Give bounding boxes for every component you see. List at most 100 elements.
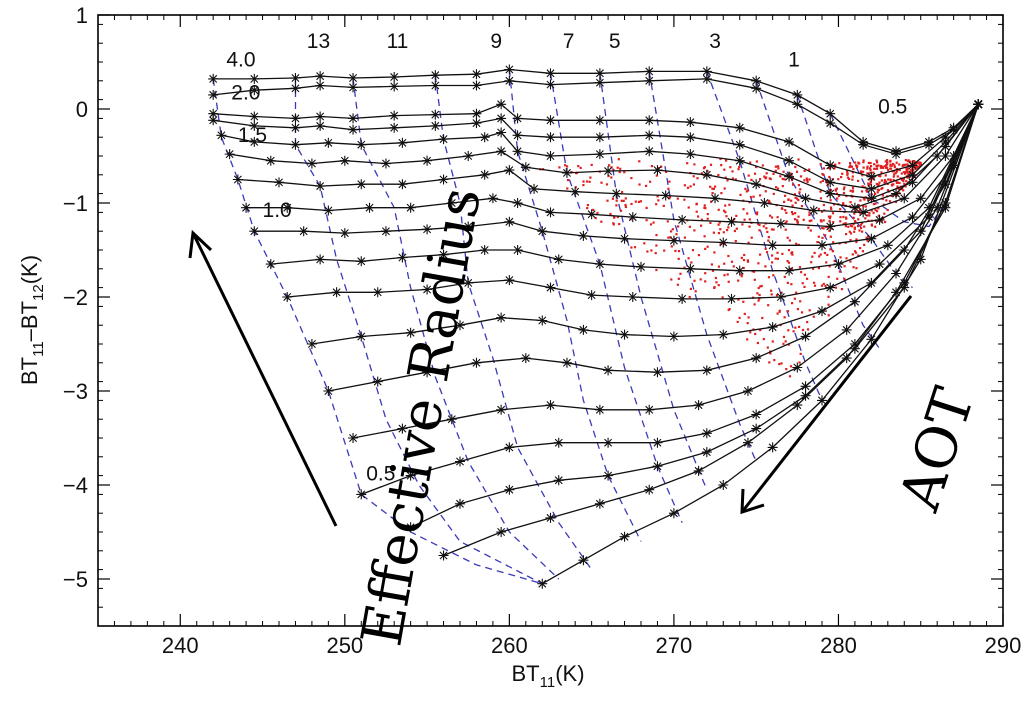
observation-point [679, 272, 682, 275]
star-marker [208, 115, 219, 126]
observation-point [828, 265, 831, 268]
star-marker [603, 166, 614, 177]
observation-point [793, 193, 796, 196]
star-marker [800, 381, 811, 392]
observation-point [733, 229, 736, 233]
observation-point [745, 190, 748, 193]
observation-point [630, 177, 633, 180]
observation-point [786, 236, 789, 239]
observation-point [737, 168, 740, 171]
observation-point [683, 198, 686, 201]
star-marker [866, 334, 877, 345]
observation-point [787, 198, 790, 201]
observation-point [827, 166, 830, 170]
star-marker [520, 353, 531, 364]
star-marker [578, 555, 589, 566]
observation-point [880, 171, 883, 174]
observation-point [849, 232, 853, 235]
observation-point [622, 199, 625, 202]
observation-point [778, 363, 781, 366]
observation-point [791, 204, 794, 207]
observation-point [869, 165, 873, 168]
observation-point [586, 204, 589, 207]
observation-point [765, 172, 768, 175]
observation-point [666, 220, 669, 223]
star-marker [422, 224, 433, 235]
observation-point [764, 247, 767, 250]
star-marker [767, 442, 778, 453]
observation-point [734, 178, 737, 181]
star-marker [915, 226, 926, 237]
observation-point [649, 223, 653, 226]
observation-point [865, 236, 868, 239]
observation-point [874, 192, 877, 195]
observation-point [776, 216, 779, 219]
star-marker [479, 245, 490, 255]
star-marker [866, 193, 877, 204]
observation-point [877, 189, 880, 192]
observation-point [871, 177, 874, 180]
star-marker [545, 132, 556, 143]
observation-point [793, 297, 796, 300]
observation-point [854, 220, 857, 224]
observation-point [872, 211, 875, 214]
star-marker [866, 171, 877, 182]
observation-point [824, 234, 827, 237]
observation-point [884, 160, 887, 163]
observation-point [776, 251, 779, 254]
observation-point [689, 287, 692, 290]
observation-point [907, 176, 910, 179]
observation-point [822, 203, 825, 207]
observation-point [781, 252, 784, 255]
star-marker [586, 209, 597, 220]
observation-point [746, 259, 749, 262]
observation-point [819, 190, 822, 193]
aot-curve [410, 104, 979, 528]
star-marker [899, 245, 910, 255]
star-marker [463, 277, 474, 288]
star-marker [405, 327, 416, 338]
observation-point [772, 172, 775, 175]
observation-point [874, 202, 877, 205]
observation-point [727, 254, 730, 258]
observation-point [624, 203, 627, 207]
observation-point [839, 216, 842, 219]
observation-point [789, 172, 792, 175]
observation-point [747, 241, 750, 244]
observation-point [875, 159, 878, 162]
observation-point [734, 240, 737, 243]
radius-value-label: 11 [387, 30, 409, 53]
observation-point [600, 220, 603, 223]
observation-point [655, 244, 658, 247]
observation-point [870, 209, 873, 212]
star-marker [306, 339, 317, 349]
observation-point [778, 310, 781, 313]
observation-point [558, 166, 561, 169]
observation-point [893, 166, 896, 169]
observation-point [886, 189, 890, 192]
star-marker [619, 233, 630, 244]
observation-point [720, 164, 723, 167]
star-marker [742, 437, 753, 448]
star-marker [290, 83, 301, 94]
star-marker [742, 386, 753, 396]
observation-point [693, 279, 696, 282]
observation-point [849, 162, 852, 165]
observation-point [854, 161, 857, 164]
radius-value-label: 1 [788, 49, 800, 72]
star-marker [718, 480, 729, 490]
observation-point [709, 185, 712, 188]
observation-point [785, 368, 788, 371]
observation-point [819, 163, 822, 166]
observation-point [782, 335, 786, 338]
observation-point [737, 279, 740, 282]
star-marker [504, 75, 515, 86]
observation-point [606, 199, 609, 202]
observation-point [847, 225, 850, 228]
radius-arrow-line [191, 232, 338, 527]
observation-point [687, 257, 690, 260]
observation-point [851, 190, 854, 193]
radius-curve [434, 75, 593, 570]
star-marker [685, 132, 696, 143]
observation-point [711, 192, 714, 195]
